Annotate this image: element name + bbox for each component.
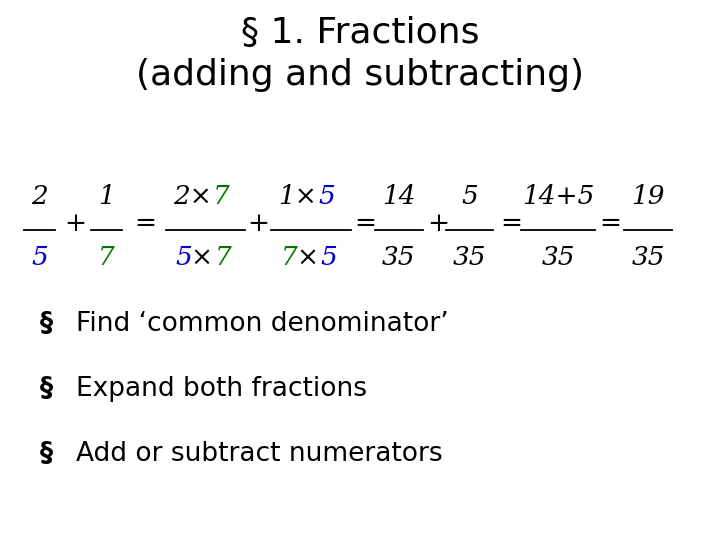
Text: 5: 5 [461, 184, 478, 208]
Text: 35: 35 [631, 245, 665, 270]
Text: §: § [40, 311, 53, 337]
Text: 35: 35 [453, 245, 486, 270]
Text: 1: 1 [98, 184, 115, 208]
Text: =: = [354, 211, 376, 235]
Text: +: + [65, 211, 86, 235]
Text: 5: 5 [175, 245, 192, 270]
Text: 14+5: 14+5 [522, 184, 594, 208]
Text: =: = [500, 211, 522, 235]
Text: 7: 7 [215, 245, 232, 270]
Text: ×: × [191, 245, 212, 270]
Text: §: § [40, 441, 53, 467]
Text: 1×: 1× [279, 184, 318, 208]
Text: 5: 5 [320, 245, 338, 270]
Text: +: + [427, 211, 449, 235]
Text: 14: 14 [382, 184, 415, 208]
Text: 19: 19 [631, 184, 665, 208]
Text: +: + [247, 211, 269, 235]
Text: 2: 2 [31, 184, 48, 208]
Text: 5: 5 [31, 245, 48, 270]
Text: §: § [40, 376, 53, 402]
Text: Expand both fractions: Expand both fractions [76, 376, 366, 402]
Text: 5: 5 [318, 184, 336, 208]
Text: =: = [599, 211, 621, 235]
Text: 7: 7 [98, 245, 115, 270]
Text: ×: × [297, 245, 318, 270]
Text: § 1. Fractions
(adding and subtracting): § 1. Fractions (adding and subtracting) [136, 16, 584, 92]
Text: Find ‘common denominator’: Find ‘common denominator’ [76, 311, 449, 337]
Text: 7: 7 [281, 245, 298, 270]
Text: Add or subtract numerators: Add or subtract numerators [76, 441, 442, 467]
Text: 35: 35 [541, 245, 575, 270]
Text: =: = [135, 211, 156, 235]
Text: 7: 7 [212, 184, 230, 208]
Text: 35: 35 [382, 245, 415, 270]
Text: 2×: 2× [173, 184, 212, 208]
